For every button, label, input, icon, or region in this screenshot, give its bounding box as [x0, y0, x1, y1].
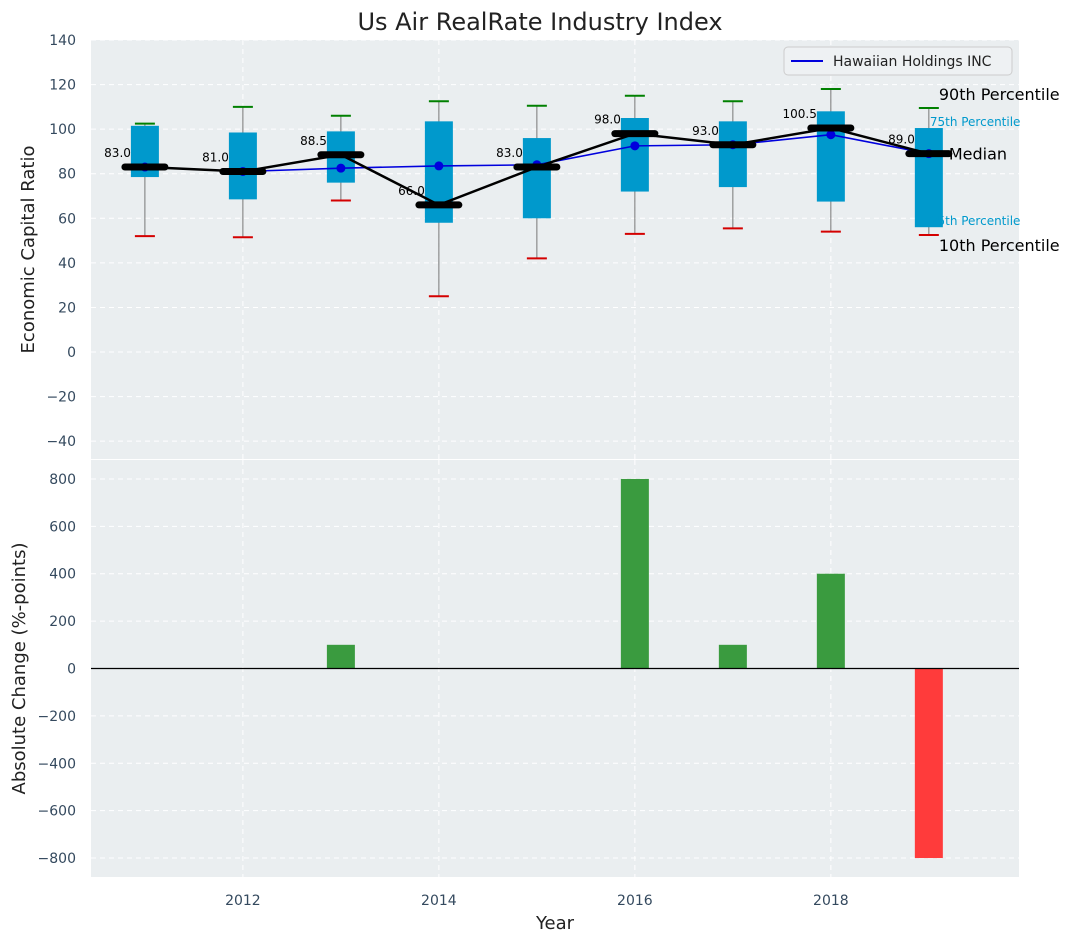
top-ytick-label: −20: [46, 390, 76, 406]
company-point: [630, 141, 640, 151]
median-value-label: 89.0: [888, 133, 915, 147]
xtick-label: 2016: [617, 893, 653, 909]
top-plot-area: [91, 40, 1019, 459]
annotation-90th: 90th Percentile: [939, 85, 1060, 104]
top-ytick-label: 80: [58, 167, 76, 183]
change-bar: [914, 668, 943, 859]
bottom-ytick-label: −200: [38, 709, 76, 725]
median-value-label: 81.0: [202, 150, 229, 164]
bottom-ytick-label: 400: [49, 567, 76, 583]
box-iqr: [718, 121, 747, 188]
xtick-label: 2012: [225, 893, 261, 909]
median-value-label: 98.0: [594, 113, 621, 127]
median-value-label: 100.5: [782, 107, 816, 121]
legend: Hawaiian Holdings INC: [783, 46, 1013, 76]
top-panel: 140 120 100 80 60 40 20 0 −20 −40 Economic Capital…: [18, 33, 1060, 459]
annotation-median: Median: [949, 145, 1007, 164]
change-bar: [326, 644, 355, 669]
top-ytick-label: 60: [58, 211, 76, 227]
xtick-label: 2014: [421, 893, 457, 909]
annotation-10th: 10th Percentile: [939, 236, 1060, 255]
top-ytick-label: 140: [49, 33, 76, 49]
top-ytick-label: 120: [49, 78, 76, 94]
bottom-ytick-label: 0: [67, 662, 76, 678]
top-ytick-label: 20: [58, 300, 76, 316]
company-point: [434, 161, 444, 171]
bottom-ytick-label: 200: [49, 614, 76, 630]
bottom-ytick-label: −800: [38, 851, 76, 867]
bottom-ytick-label: −600: [38, 804, 76, 820]
top-ytick-label: 0: [67, 345, 76, 361]
x-axis-label: Year: [535, 913, 575, 934]
annotation-25th: 25th Percentile: [930, 214, 1021, 228]
bottom-ytick-label: 600: [49, 519, 76, 535]
box-iqr: [914, 128, 943, 228]
bottom-ytick-label: 800: [49, 472, 76, 488]
box-iqr: [522, 138, 551, 219]
box-iqr: [228, 132, 257, 200]
legend-label: Hawaiian Holdings INC: [833, 54, 992, 70]
median-value-label: 83.0: [104, 146, 131, 160]
bottom-ytick-label: −400: [38, 756, 76, 772]
change-bar: [718, 644, 747, 669]
top-ytick-label: 100: [49, 122, 76, 138]
bottom-panel: 800 600 400 200 0 −200 −400 −600 −800 2012 2014 201…: [9, 460, 1019, 934]
box-iqr: [620, 118, 649, 192]
median-value-label: 88.5: [300, 134, 327, 148]
median-value-label: 93.0: [692, 124, 719, 138]
top-y-axis-label: Economic Capital Ratio: [18, 146, 39, 354]
top-ytick-label: 40: [58, 256, 76, 272]
legend-box: [783, 46, 1013, 76]
median-value-label: 83.0: [496, 146, 523, 160]
company-point: [826, 130, 836, 140]
xtick-label: 2018: [813, 893, 849, 909]
change-bar: [620, 478, 649, 669]
change-bar: [816, 573, 845, 669]
chart-title: Us Air RealRate Industry Index: [357, 8, 722, 36]
company-point: [336, 163, 346, 173]
bottom-y-axis-label: Absolute Change (%-points): [9, 543, 30, 795]
annotation-75th: 75th Percentile: [930, 115, 1021, 129]
top-ytick-label: −40: [46, 434, 76, 450]
median-value-label: 66.0: [398, 184, 425, 198]
